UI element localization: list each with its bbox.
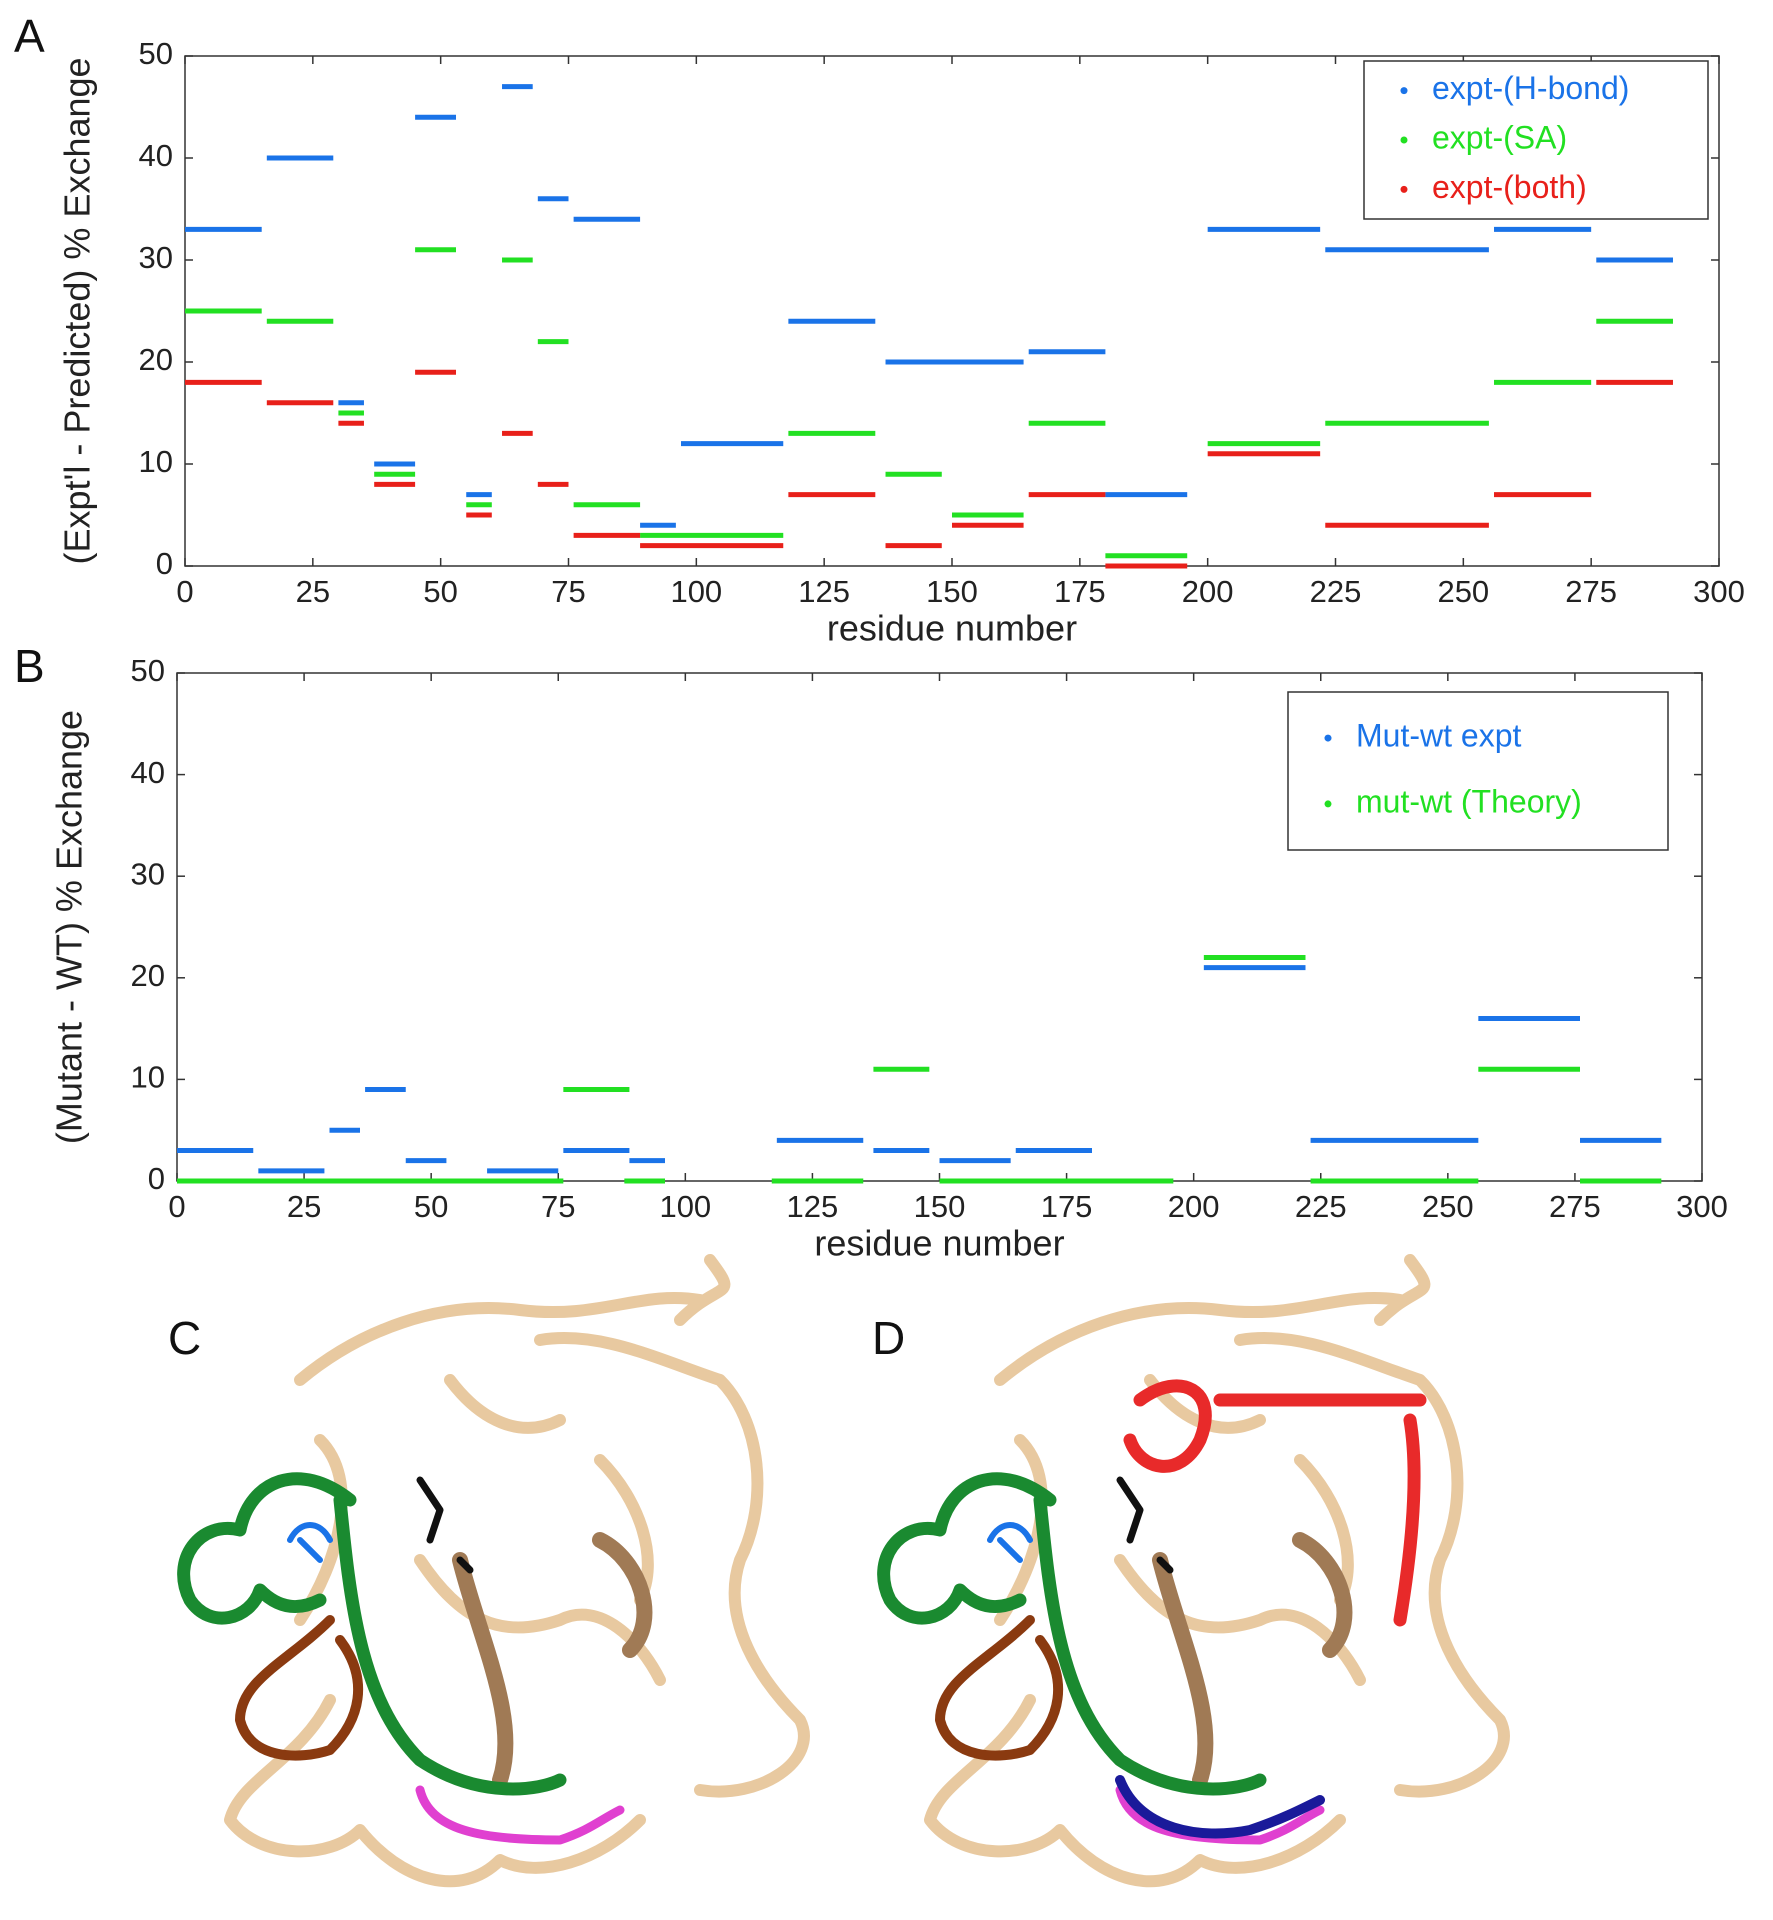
x-tick-label: 250 xyxy=(1422,1189,1474,1224)
x-tick-label: 200 xyxy=(1168,1189,1220,1224)
x-tick-label: 250 xyxy=(1437,574,1489,609)
y-axis-label: (Expt'l - Predicted) % Exchange xyxy=(57,57,98,564)
legend-label: expt-(SA) xyxy=(1432,119,1567,155)
x-tick-label: 25 xyxy=(296,574,330,609)
x-tick-label: 0 xyxy=(168,1189,185,1224)
y-tick-label: 40 xyxy=(131,755,165,790)
x-tick-label: 50 xyxy=(423,574,457,609)
panel-label: B xyxy=(14,640,45,692)
legend-marker xyxy=(1400,136,1408,144)
protein-structure xyxy=(177,1254,810,1888)
y-tick-label: 30 xyxy=(139,240,173,275)
x-axis-label: residue number xyxy=(827,608,1077,649)
y-tick-label: 0 xyxy=(148,1161,165,1196)
panel-label: C xyxy=(168,1312,201,1364)
y-tick-label: 40 xyxy=(139,138,173,173)
x-tick-label: 100 xyxy=(670,574,722,609)
y-tick-label: 50 xyxy=(139,36,173,71)
x-tick-label: 0 xyxy=(176,574,193,609)
x-tick-label: 25 xyxy=(287,1189,321,1224)
legend-marker xyxy=(1400,87,1408,95)
legend-box xyxy=(1287,691,1669,851)
panel-label: D xyxy=(872,1312,905,1364)
legend-marker xyxy=(1324,734,1332,742)
x-tick-label: 200 xyxy=(1182,574,1234,609)
panel-label: A xyxy=(14,10,45,62)
y-tick-label: 50 xyxy=(131,653,165,688)
legend-label: Mut-wt expt xyxy=(1356,718,1521,754)
legend-label: mut-wt (Theory) xyxy=(1356,783,1582,819)
x-tick-label: 175 xyxy=(1041,1189,1093,1224)
legend-marker xyxy=(1400,185,1408,193)
x-tick-label: 175 xyxy=(1054,574,1106,609)
x-tick-label: 275 xyxy=(1549,1189,1601,1224)
x-tick-label: 100 xyxy=(659,1189,711,1224)
protein-highlight xyxy=(1115,1379,1427,1839)
x-tick-label: 150 xyxy=(914,1189,966,1224)
legend-label: expt-(both) xyxy=(1432,169,1587,205)
legend-marker xyxy=(1324,800,1332,808)
x-tick-label: 50 xyxy=(414,1189,448,1224)
x-tick-label: 125 xyxy=(798,574,850,609)
x-tick-label: 75 xyxy=(551,574,585,609)
x-tick-label: 150 xyxy=(926,574,978,609)
x-tick-label: 300 xyxy=(1676,1189,1728,1224)
x-tick-label: 300 xyxy=(1693,574,1745,609)
y-tick-label: 20 xyxy=(139,342,173,377)
x-axis-label: residue number xyxy=(814,1223,1064,1264)
y-tick-label: 10 xyxy=(131,1060,165,1095)
y-axis-label: (Mutant - WT) % Exchange xyxy=(49,710,90,1144)
x-tick-label: 125 xyxy=(787,1189,839,1224)
y-tick-label: 10 xyxy=(139,444,173,479)
legend-label: expt-(H-bond) xyxy=(1432,70,1629,106)
y-tick-label: 20 xyxy=(131,958,165,993)
x-tick-label: 225 xyxy=(1295,1189,1347,1224)
y-tick-label: 30 xyxy=(131,856,165,891)
y-tick-label: 0 xyxy=(156,546,173,581)
legend-box xyxy=(1363,60,1709,220)
x-tick-label: 225 xyxy=(1310,574,1362,609)
x-tick-label: 75 xyxy=(541,1189,575,1224)
x-tick-label: 275 xyxy=(1565,574,1617,609)
